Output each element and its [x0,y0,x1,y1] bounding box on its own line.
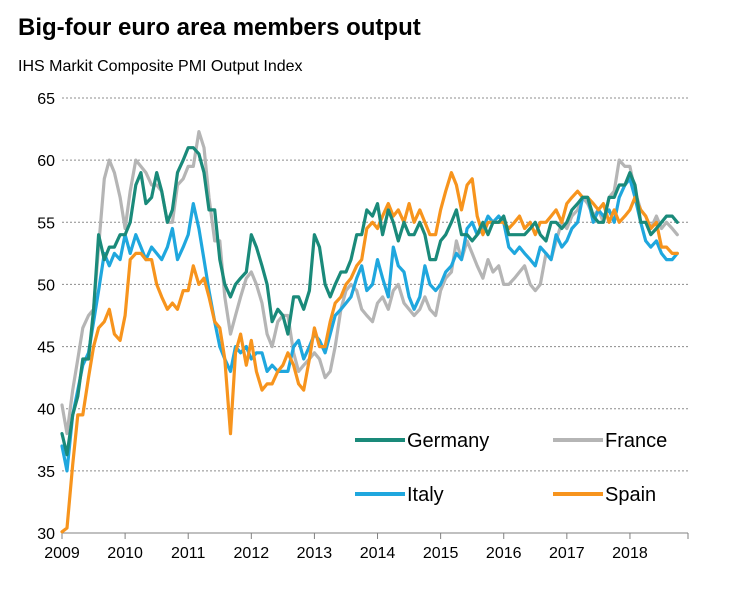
legend-label-spain: Spain [605,484,656,506]
chart-subtitle: IHS Markit Composite PMI Output Index [18,58,303,75]
y-tick-label: 35 [37,464,55,481]
series-line-spain [60,171,679,534]
chart-title: Big-four euro area members output [18,14,421,41]
x-tick-label: 2017 [549,545,585,562]
y-tick-label: 60 [37,153,55,170]
legend-label-germany: Germany [407,430,489,452]
x-tick-label: 2011 [171,545,206,562]
axis-layer: 30 35 40 45 50 55 60 65 2009 2010 2011 2012 2013 2014… [37,91,689,562]
y-tick-label: 55 [37,215,55,232]
x-tick-label: 2012 [234,545,270,562]
legend-label-france: France [605,430,667,452]
legend-label-italy: Italy [407,484,444,506]
y-tick-label: 50 [37,277,55,294]
x-tick-label: 2010 [107,545,143,562]
series-line-germany [60,146,679,457]
x-tick-label: 2014 [360,545,396,562]
series-layer [60,130,679,534]
series-line-italy [60,177,679,473]
y-tick-label: 45 [37,340,55,357]
y-tick-label: 40 [37,402,55,419]
x-tick-label: 2018 [612,545,648,562]
x-tick-label: 2016 [486,545,522,562]
y-tick-label: 30 [37,526,55,543]
legend: Germany France Italy Spain [355,430,667,506]
x-tick-label: 2013 [297,545,333,562]
x-tick-label: 2015 [423,545,459,562]
x-tick-label: 2009 [44,545,80,562]
y-tick-label: 65 [37,91,55,108]
